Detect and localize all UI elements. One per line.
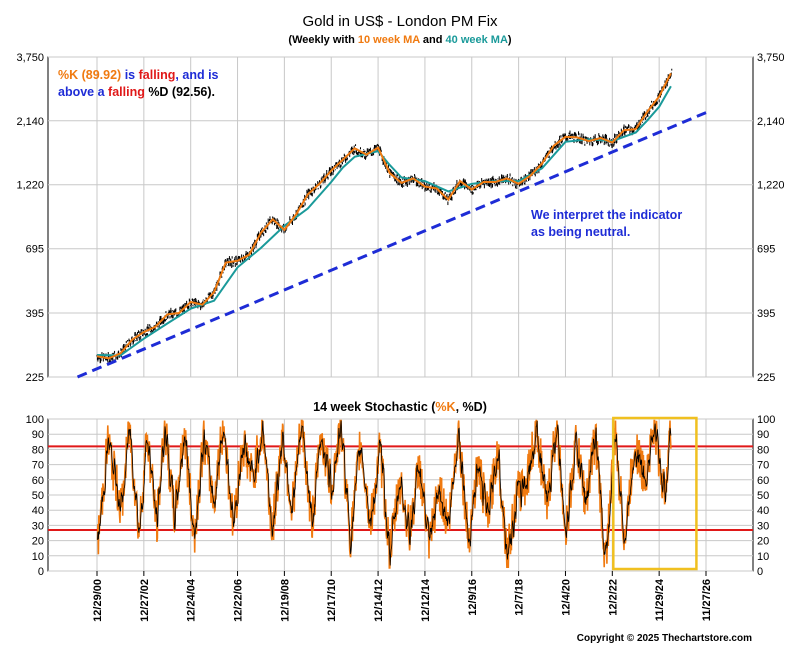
x-tick-label: 11/29/24 <box>654 578 666 621</box>
subtitle-suffix: ) <box>508 34 512 46</box>
stoch-ytick-left: 30 <box>32 520 44 532</box>
stoch-series <box>96 419 672 569</box>
trendline <box>76 111 707 379</box>
note-falling-1: falling <box>139 68 176 82</box>
stoch-ytick-right: 100 <box>757 414 775 426</box>
x-tick-label: 12/19/08 <box>279 579 291 622</box>
price-ytick-left: 1,220 <box>16 180 44 192</box>
stoch-ytick-left: 50 <box>32 490 44 502</box>
stoch-ytick-right: 50 <box>757 490 769 502</box>
stoch-ytick-left: 0 <box>38 566 44 578</box>
note-falling-2: falling <box>108 85 145 99</box>
x-tick-label: 12/24/04 <box>186 578 198 622</box>
price-yaxis-left: 225 395 695 1,220 2,140 3,750 <box>16 52 44 384</box>
stoch-k-line <box>96 419 672 569</box>
price-ytick-right: 2,140 <box>757 116 785 128</box>
x-tick-label: 12/27/02 <box>139 579 151 622</box>
stoch-ytick-right: 60 <box>757 475 769 487</box>
stoch-panel: 0 10 20 30 40 50 60 70 80 90 100 0 10 20 30 40 50 60 70 80… <box>26 414 776 578</box>
stoch-ytick-left: 90 <box>32 429 44 441</box>
ma10-line <box>96 72 672 360</box>
stoch-title-d: %D <box>463 400 483 414</box>
stoch-ytick-left: 70 <box>32 460 44 472</box>
x-tick-label: 12/4/20 <box>560 579 572 616</box>
price-ytick-left: 225 <box>26 372 44 384</box>
copyright: Copyright © 2025 Thechartstore.com <box>577 633 752 644</box>
stoch-title-k: %K <box>435 400 455 414</box>
stoch-title-sep: , <box>456 400 463 414</box>
price-yaxis-right: 225 395 695 1,220 2,140 3,750 <box>757 52 785 384</box>
note-and-is: , and is <box>175 68 218 82</box>
x-tick-label: 12/7/18 <box>514 579 526 616</box>
stoch-ytick-right: 80 <box>757 444 769 456</box>
stoch-yaxis-right: 0 10 20 30 40 50 60 70 80 90 100 <box>757 414 775 578</box>
subtitle-ma10: 10 week MA <box>358 34 420 46</box>
recent-period-highlight <box>612 416 698 571</box>
subtitle-middle: and <box>420 34 446 46</box>
price-note: %K (89.92) is falling, and is above a fa… <box>58 68 222 99</box>
price-ytick-right: 225 <box>757 372 775 384</box>
note-is: is <box>121 68 138 82</box>
x-tick-label: 12/12/14 <box>420 578 432 622</box>
x-tick-label: 12/17/10 <box>326 579 338 622</box>
stoch-ytick-right: 10 <box>757 551 769 563</box>
stoch-title-prefix: 14 week Stochastic ( <box>313 400 436 414</box>
stoch-ytick-right: 90 <box>757 429 769 441</box>
x-tick-label: 12/9/16 <box>467 579 479 616</box>
stoch-ytick-right: 40 <box>757 505 769 517</box>
interpretation-line-2: as being neutral. <box>531 225 630 239</box>
subtitle-ma40: 40 week MA <box>446 34 508 46</box>
stoch-ytick-left: 80 <box>32 444 44 456</box>
stoch-highlight-box <box>612 416 698 571</box>
price-ytick-left: 2,140 <box>16 116 44 128</box>
date-axis: 12/29/00 12/27/02 12/24/04 12/22/06 12/19/08… <box>92 571 713 622</box>
price-ytick-left: 395 <box>26 308 44 320</box>
stoch-ytick-right: 20 <box>757 536 769 548</box>
note-above-a: above a <box>58 85 108 99</box>
stoch-ytick-left: 20 <box>32 536 44 548</box>
x-tick-label: 11/27/26 <box>701 579 713 621</box>
price-ytick-left: 3,750 <box>16 52 44 64</box>
chart-title: Gold in US$ - London PM Fix <box>302 13 498 30</box>
stoch-ytick-left: 10 <box>32 551 44 563</box>
price-series <box>76 72 707 379</box>
chart-subtitle: (Weekly with 10 week MA and 40 week MA) <box>288 34 512 46</box>
stoch-title: 14 week Stochastic (%K, %D) <box>313 400 487 414</box>
stoch-yaxis-left: 0 10 20 30 40 50 60 70 80 90 100 <box>26 414 44 578</box>
stoch-title-suffix: ) <box>483 400 487 414</box>
stoch-ytick-left: 100 <box>26 414 44 426</box>
stoch-ytick-right: 70 <box>757 460 769 472</box>
note-k-label: %K (89.92) <box>58 68 121 82</box>
stoch-ytick-right: 30 <box>757 520 769 532</box>
interpretation-line-1: We interpret the indicator <box>531 208 682 222</box>
x-tick-label: 12/2/22 <box>607 579 619 616</box>
stoch-d-line <box>97 420 672 566</box>
subtitle-prefix: (Weekly with <box>288 34 357 46</box>
price-ytick-left: 695 <box>26 244 44 256</box>
stoch-ytick-left: 40 <box>32 505 44 517</box>
price-grid <box>48 56 753 378</box>
price-ytick-right: 695 <box>757 244 775 256</box>
x-tick-label: 12/22/06 <box>233 579 245 622</box>
stoch-ytick-right: 0 <box>757 566 763 578</box>
interpretation-note: We interpret the indicator as being neut… <box>531 208 686 239</box>
price-ytick-right: 395 <box>757 308 775 320</box>
x-tick-label: 12/14/12 <box>373 579 385 622</box>
stoch-ytick-left: 60 <box>32 475 44 487</box>
note-d-label: %D (92.56). <box>145 85 215 99</box>
x-tick-label: 12/29/00 <box>92 579 104 622</box>
price-ytick-right: 3,750 <box>757 52 785 64</box>
price-ytick-right: 1,220 <box>757 180 785 192</box>
